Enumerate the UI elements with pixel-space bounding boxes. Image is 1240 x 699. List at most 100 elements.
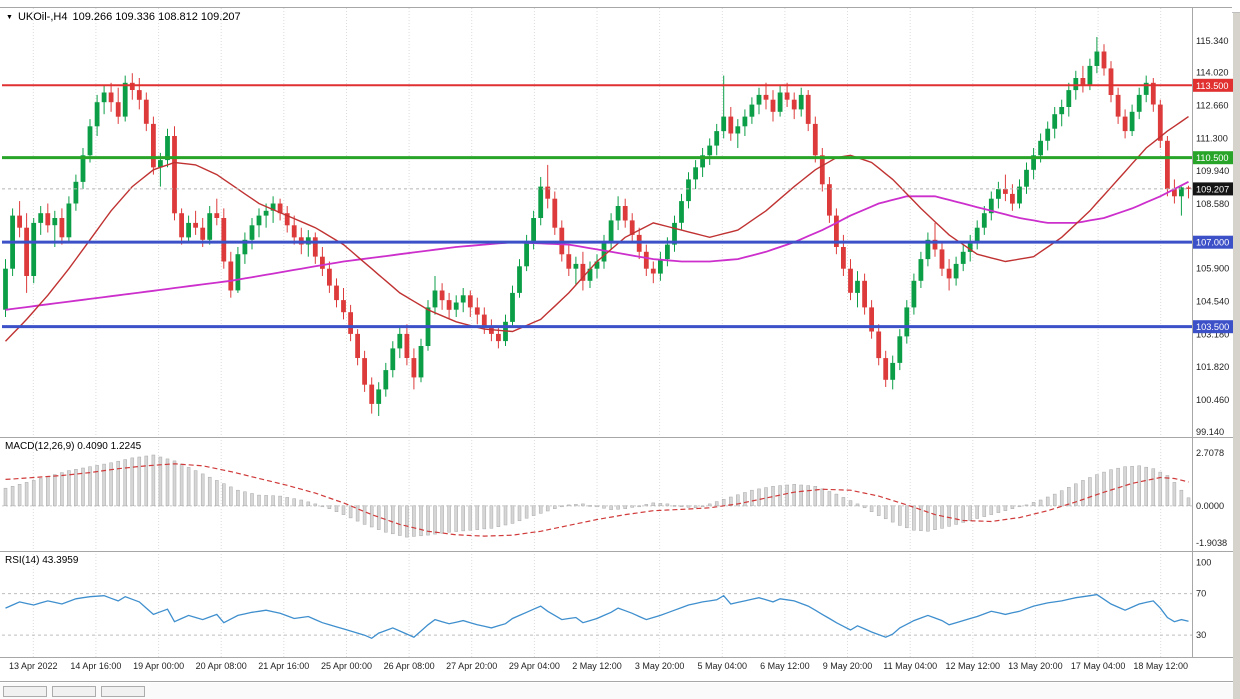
macd-histogram-bar [10,486,15,507]
bottom-tab[interactable] [3,685,47,697]
macd-histogram-bar [1172,482,1177,507]
candle-body [1059,107,1065,115]
macd-histogram-bar [721,499,726,507]
bottom-tab[interactable] [52,685,96,697]
time-axis-label: 11 May 04:00 [883,661,937,671]
macd-histogram-bar [813,486,818,507]
candle-body [320,256,325,269]
price-axis-label: 105.900 [1196,264,1229,274]
candle-body [24,227,29,276]
candle-body [601,242,607,262]
candle-body [714,131,720,146]
macd-histogram-bar [88,466,92,507]
time-axis-label: 29 Apr 04:00 [509,661,560,671]
candle-body [876,331,882,359]
candle-body [165,136,170,161]
macd-histogram-bar [419,505,423,537]
candle-body [918,259,924,281]
macd-histogram-bar [102,463,106,507]
price-axis-label: 104.540 [1196,297,1229,307]
candle-body [80,155,86,182]
macd-label: MACD(12,26,9) 0.4090 1.2245 [5,441,142,452]
candle-body [1129,111,1135,132]
macd-histogram-bar [869,505,874,512]
macd-histogram-bar [890,505,895,523]
macd-histogram-bar [968,505,972,521]
candle-body [94,102,100,127]
macd-histogram-bar [1067,487,1071,507]
bottom-tab[interactable] [101,685,145,697]
candle-body [334,285,339,301]
macd-histogram-bar [736,494,740,507]
macd-histogram-bar [567,504,571,507]
macd-histogram-bar [1151,468,1156,507]
macd-histogram-bar [982,505,987,517]
macd-histogram-bar [820,488,825,507]
macd-histogram-bar [947,505,951,527]
macd-axis-label: 0.0000 [1196,501,1224,511]
candle-body [221,218,227,262]
macd-histogram-bar [630,505,634,508]
candle-body [1122,116,1128,132]
macd-histogram-bar [616,505,620,510]
macd-histogram-bar [348,505,353,519]
candle-body [953,263,959,279]
candle-body [87,126,93,156]
macd-histogram-bar [926,505,930,532]
price-axis-label: 103.180 [1196,329,1229,339]
macd-histogram-bar [165,458,170,507]
candle-body [911,280,917,308]
macd-histogram-bar [475,505,480,530]
candle-body [193,222,198,228]
candle-body [862,280,867,308]
candle-body [834,215,839,247]
macd-histogram-bar [193,470,198,507]
time-axis-label: 27 Apr 20:00 [446,661,497,671]
candle-body [1143,82,1149,95]
candle-body [1045,128,1051,141]
macd-histogram-bar [1045,496,1050,507]
macd-histogram-bar [271,495,275,507]
macd-histogram-bar [398,505,402,536]
candle-body [355,333,360,358]
candle-body [763,94,769,100]
macd-histogram-bar [750,489,754,507]
macd-histogram-bar [898,505,902,526]
symbol-dropdown-icon[interactable]: ▼ [6,13,13,21]
candle-body [369,384,375,404]
candle-body [735,126,741,134]
candle-body [594,261,600,269]
candle-body [1186,187,1191,189]
time-axis-label: 9 May 20:00 [823,661,873,671]
macd-histogram-bar [1109,469,1113,507]
candle-body [819,155,825,185]
macd-histogram-bar [222,483,226,507]
candle-body [946,268,952,279]
candle-body [932,239,938,250]
candle-body [897,336,903,363]
macd-histogram-bar [954,505,958,525]
macd-histogram-bar [1031,502,1036,507]
macd-histogram-bar [454,505,458,532]
macd-histogram-bar [757,488,761,507]
bottom-bar [0,683,1233,699]
time-axis[interactable] [0,658,1192,681]
candle-body [693,167,698,180]
scrollbar[interactable] [1233,0,1240,699]
candle-body [1017,186,1022,204]
time-axis-label: 3 May 20:00 [635,661,685,671]
candle-body [1031,155,1036,170]
macd-histogram-bar [1158,471,1163,507]
candle-body [531,218,536,243]
candle-body [925,239,931,260]
macd-histogram-bar [447,505,451,533]
price-axis[interactable] [1192,8,1232,658]
candle-body [672,222,677,245]
macd-histogram-bar [31,480,36,507]
macd-histogram-bar [376,505,381,530]
symbol-label: UKOil-,H4 [17,11,68,23]
scrollbar-button[interactable] [1232,0,1240,13]
macd-histogram-bar [17,484,22,507]
candle-body [460,295,466,303]
